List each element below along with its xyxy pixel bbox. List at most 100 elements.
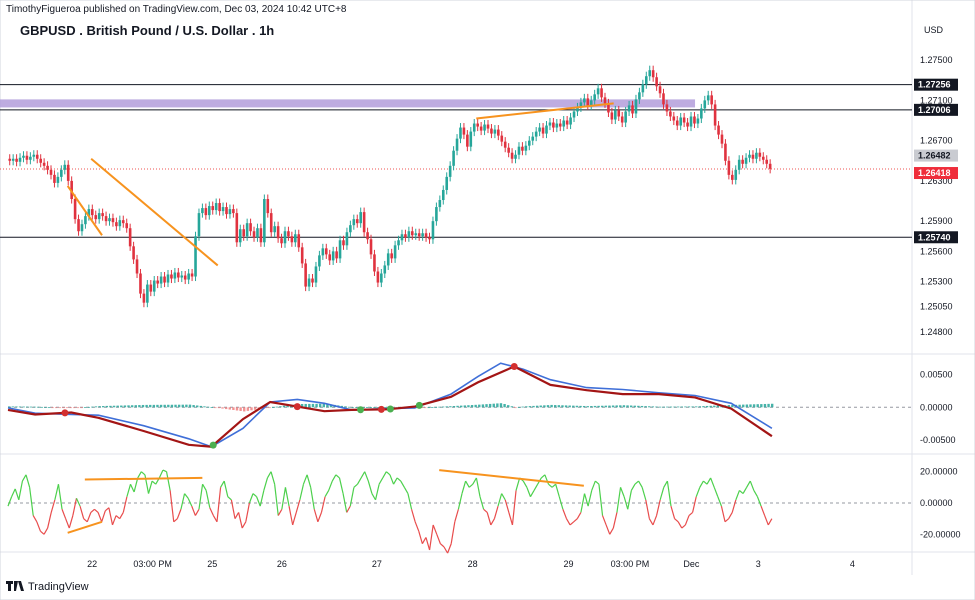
candle-body[interactable] [297,234,301,248]
candle-body[interactable] [593,94,596,101]
candle-body[interactable] [669,111,672,117]
candle-body[interactable] [108,218,111,222]
candle-body[interactable] [441,189,445,201]
candle-body[interactable] [469,131,473,147]
candle-body[interactable] [125,223,129,229]
candle-body[interactable] [600,88,603,98]
candle-body[interactable] [359,212,362,224]
candle-body[interactable] [455,138,459,151]
candle-body[interactable] [46,165,49,170]
candle-body[interactable] [211,206,215,211]
candle-body[interactable] [80,224,84,232]
trend-line[interactable] [90,157,219,267]
candle-body[interactable] [634,99,638,114]
candle-body[interactable] [66,164,70,181]
candle-body[interactable] [238,229,242,243]
candle-body[interactable] [662,93,665,105]
candle-body[interactable] [235,213,239,243]
candle-body[interactable] [355,219,359,224]
candle-body[interactable] [53,174,56,183]
candle-body[interactable] [424,233,428,238]
candle-body[interactable] [121,220,125,224]
candle-body[interactable] [232,209,235,214]
candle-body[interactable] [727,160,731,175]
candle-body[interactable] [376,271,380,283]
candle-body[interactable] [483,124,486,131]
candle-body[interactable] [672,116,676,121]
candle-body[interactable] [438,200,442,208]
candle-body[interactable] [411,231,414,236]
candle-body[interactable] [689,116,693,127]
candle-body[interactable] [548,122,552,126]
candle-body[interactable] [221,207,225,212]
candle-body[interactable] [56,176,60,183]
signal-line[interactable] [7,365,773,448]
candle-body[interactable] [393,245,397,259]
candle-body[interactable] [631,105,634,114]
candle-body[interactable] [18,157,22,162]
candle-body[interactable] [163,276,166,283]
candle-body[interactable] [139,273,142,294]
candle-body[interactable] [190,273,194,277]
candle-body[interactable] [452,150,455,166]
candle-body[interactable] [218,203,221,212]
candle-body[interactable] [173,272,177,279]
candle-body[interactable] [349,225,352,233]
candle-body[interactable] [614,110,617,120]
candle-body[interactable] [280,238,283,244]
supply-zone[interactable] [0,99,696,108]
candle-body[interactable] [101,213,104,217]
candle-body[interactable] [428,237,431,240]
candle-body[interactable] [527,140,531,146]
candle-body[interactable] [183,275,187,280]
candle-body[interactable] [706,95,710,101]
candle-body[interactable] [744,157,748,164]
candle-body[interactable] [748,154,751,158]
candle-body[interactable] [724,143,727,161]
osc-trend-line[interactable] [84,476,203,481]
candle-body[interactable] [703,100,707,109]
candle-body[interactable] [294,234,297,243]
osc-trend-line[interactable] [67,520,103,534]
candle-body[interactable] [345,232,349,246]
candle-body[interactable] [369,239,373,255]
candle-body[interactable] [383,265,387,274]
candle-body[interactable] [569,117,572,125]
candle-body[interactable] [586,98,590,106]
candle-body[interactable] [94,215,98,220]
candle-body[interactable] [132,246,135,260]
candle-body[interactable] [531,136,535,141]
candle-body[interactable] [583,98,586,103]
candle-body[interactable] [11,158,15,161]
candle-body[interactable] [490,128,493,134]
candle-body[interactable] [115,222,118,227]
candle-body[interactable] [118,220,122,227]
candle-body[interactable] [77,219,80,232]
candle-body[interactable] [73,199,77,220]
candle-body[interactable] [558,123,562,127]
candle-body[interactable] [472,123,476,132]
candle-body[interactable] [42,162,46,166]
candle-body[interactable] [170,274,173,279]
candle-body[interactable] [717,125,720,135]
candle-body[interactable] [180,275,184,278]
candle-body[interactable] [256,228,259,238]
candle-body[interactable] [734,169,738,180]
candle-body[interactable] [177,272,180,278]
candle-body[interactable] [331,251,335,261]
candle-body[interactable] [562,120,566,127]
candle-body[interactable] [507,147,510,153]
candle-body[interactable] [620,116,624,123]
candle-body[interactable] [156,280,159,284]
candle-body[interactable] [207,206,211,216]
candle-body[interactable] [400,234,404,241]
candle-body[interactable] [693,116,696,124]
candle-body[interactable] [35,154,39,159]
candle-body[interactable] [197,213,201,237]
candle-body[interactable] [700,108,703,119]
candle-body[interactable] [521,146,524,151]
candle-body[interactable] [8,158,12,161]
candle-body[interactable] [414,233,418,236]
candle-body[interactable] [266,199,270,214]
candle-body[interactable] [97,213,101,220]
